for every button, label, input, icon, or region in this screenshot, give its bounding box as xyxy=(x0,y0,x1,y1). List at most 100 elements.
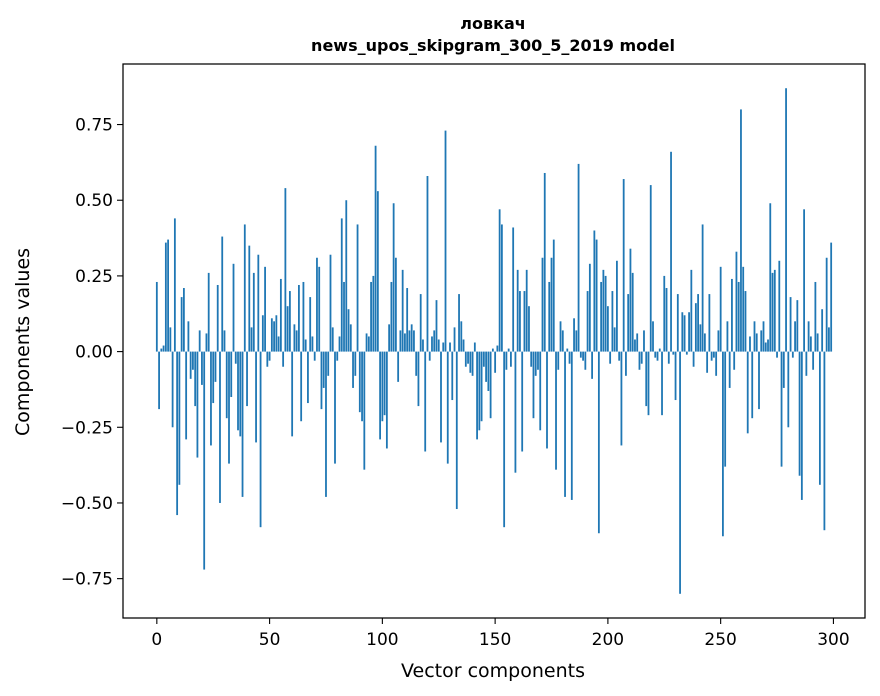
bar xyxy=(737,281,740,352)
bar xyxy=(805,351,808,376)
bar xyxy=(828,327,830,352)
bar xyxy=(543,172,546,352)
bar xyxy=(755,333,758,352)
bar xyxy=(555,351,557,470)
bar xyxy=(331,327,334,352)
bar xyxy=(424,351,427,452)
bar xyxy=(595,239,598,352)
bar xyxy=(446,351,449,464)
y-tick-label: 0.00 xyxy=(75,343,113,363)
bar xyxy=(322,351,325,388)
bar xyxy=(334,351,336,464)
bar xyxy=(250,327,253,352)
bar xyxy=(239,351,242,437)
bar xyxy=(487,351,490,391)
bar xyxy=(311,336,314,352)
bar xyxy=(410,324,413,352)
bar xyxy=(252,272,255,352)
bar xyxy=(728,351,731,388)
bar xyxy=(530,351,533,367)
y-tick-label: 0.75 xyxy=(75,116,113,136)
y-tick-label: 0.50 xyxy=(75,191,113,211)
bar xyxy=(399,330,402,352)
bar xyxy=(539,351,542,431)
bar xyxy=(631,272,634,352)
bar xyxy=(394,257,397,352)
bar xyxy=(534,351,537,376)
bar xyxy=(363,351,366,470)
bar xyxy=(701,224,704,352)
bar xyxy=(586,291,589,352)
bar xyxy=(525,269,528,352)
bar xyxy=(688,312,690,352)
x-tick-label: 300 xyxy=(817,630,849,650)
bar xyxy=(187,321,190,352)
bar xyxy=(422,339,424,352)
bar xyxy=(309,297,312,352)
bar xyxy=(803,209,805,352)
bar xyxy=(374,145,377,352)
bar xyxy=(372,275,375,352)
bar xyxy=(771,272,774,352)
bar xyxy=(268,351,271,361)
bar xyxy=(717,330,720,352)
bar xyxy=(719,266,722,352)
bar xyxy=(528,306,530,352)
bar xyxy=(192,351,194,370)
bar xyxy=(647,351,650,416)
bar xyxy=(433,330,436,352)
bar xyxy=(392,203,395,352)
bar xyxy=(751,351,754,419)
bar xyxy=(316,257,318,352)
bar xyxy=(228,351,230,464)
x-tick-label: 100 xyxy=(366,630,398,650)
y-axis-ticks: −0.75 −0.50 −0.25 0.00 0.25 0.50 0.75 xyxy=(61,116,123,590)
bar xyxy=(658,348,661,352)
bar xyxy=(548,281,551,352)
bar xyxy=(302,281,305,352)
bar xyxy=(676,294,679,352)
bar xyxy=(570,351,573,500)
bar xyxy=(613,327,616,352)
bar xyxy=(710,351,713,361)
bar xyxy=(708,294,711,352)
bar xyxy=(573,318,575,352)
bar xyxy=(279,278,282,352)
bar xyxy=(818,351,821,485)
bar xyxy=(627,294,630,352)
bar xyxy=(496,345,499,352)
bar xyxy=(778,260,781,352)
bar xyxy=(692,351,695,367)
bar xyxy=(345,200,348,352)
bar xyxy=(225,351,228,419)
bar xyxy=(654,351,657,358)
bar xyxy=(214,351,217,382)
y-tick-label: 0.25 xyxy=(75,267,113,287)
bar xyxy=(178,351,181,485)
bar xyxy=(365,333,368,352)
bar xyxy=(516,269,519,352)
bar xyxy=(171,351,174,428)
bar xyxy=(762,321,765,352)
bar xyxy=(219,351,221,503)
bar xyxy=(821,309,824,352)
bar xyxy=(643,330,645,352)
bar xyxy=(270,318,273,352)
bar xyxy=(354,351,357,376)
bar xyxy=(201,351,203,385)
bar xyxy=(347,309,350,352)
bar xyxy=(577,163,580,352)
bar xyxy=(485,351,487,382)
bar xyxy=(550,257,553,352)
bar xyxy=(731,278,733,352)
bar xyxy=(681,312,684,352)
bar xyxy=(406,288,409,352)
bar xyxy=(611,291,614,352)
bar xyxy=(205,333,208,352)
bar xyxy=(419,294,422,352)
bar xyxy=(500,224,503,352)
x-tick-label: 200 xyxy=(592,630,624,650)
bar xyxy=(812,351,815,370)
bar xyxy=(401,269,404,352)
bar xyxy=(523,291,526,352)
